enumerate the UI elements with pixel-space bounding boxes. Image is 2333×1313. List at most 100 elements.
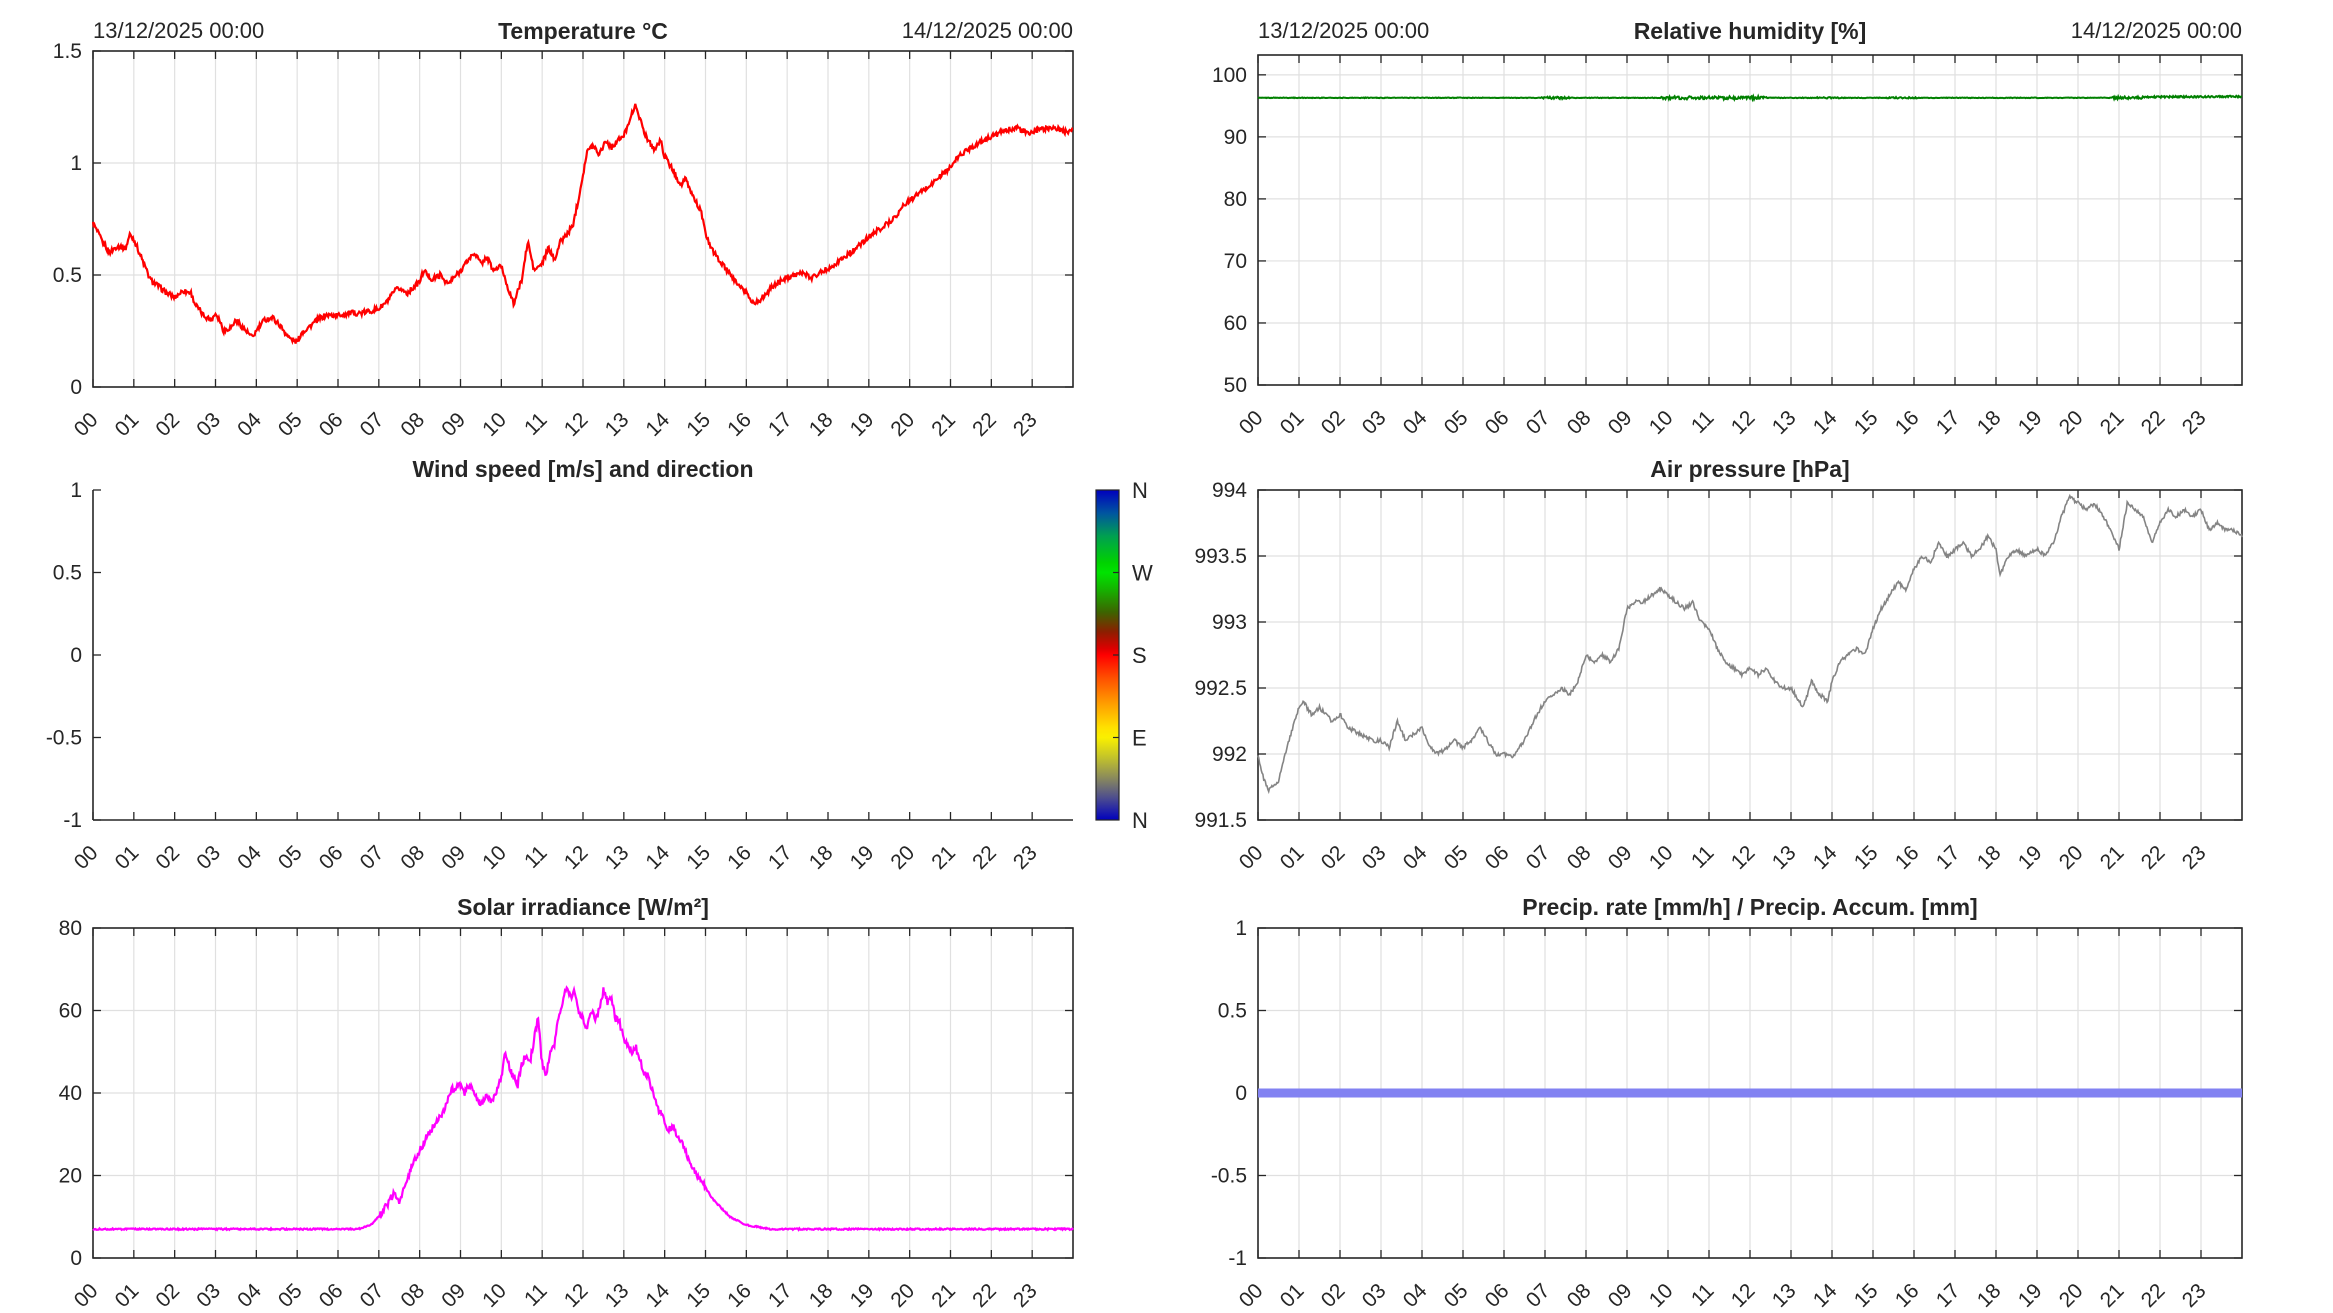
colorbar-direction-label: S xyxy=(1132,643,1147,668)
x-tick-label: 12 xyxy=(1727,406,1760,439)
x-tick-label: 01 xyxy=(111,1279,144,1312)
x-tick-label: 19 xyxy=(846,408,879,441)
x-tick-label: 14 xyxy=(1809,406,1842,439)
x-tick-label: 08 xyxy=(1563,1279,1596,1312)
y-tick-label: 90 xyxy=(1224,126,1247,149)
y-tick-label: 80 xyxy=(1224,188,1247,211)
x-tick-label: 08 xyxy=(396,408,429,441)
x-tick-label: 06 xyxy=(1481,841,1514,874)
x-tick-label: 17 xyxy=(764,1279,797,1312)
x-tick-label: 10 xyxy=(478,841,511,874)
x-tick-label: 04 xyxy=(1399,1279,1432,1312)
humidity-title: Relative humidity [%] xyxy=(1633,18,1867,44)
x-tick-label: 08 xyxy=(1563,406,1596,439)
x-tick-label: 00 xyxy=(1235,841,1268,874)
x-tick-label: 15 xyxy=(1850,406,1883,439)
x-tick-label: 04 xyxy=(1399,841,1432,874)
x-tick-label: 00 xyxy=(70,841,103,874)
humidity-start-date: 13/12/2025 00:00 xyxy=(1258,18,1430,43)
x-tick-label: 20 xyxy=(2055,841,2088,874)
temperature-start-date: 13/12/2025 00:00 xyxy=(93,18,265,43)
x-tick-label: 14 xyxy=(641,841,674,874)
x-tick-label: 18 xyxy=(1973,406,2006,439)
x-tick-label: 19 xyxy=(846,1279,879,1312)
colorbar-direction-label: N xyxy=(1132,478,1148,503)
wind-chart: 10.50-0.5-100 01 02 03 04 05 06 07 08 09 10 11 12 13 1… xyxy=(46,478,1153,874)
y-tick-label: 70 xyxy=(1224,250,1247,273)
colorbar-direction-label: N xyxy=(1132,808,1148,833)
x-tick-label: 10 xyxy=(1645,841,1678,874)
x-tick-label: 01 xyxy=(1276,406,1309,439)
x-tick-label: 03 xyxy=(192,408,225,441)
x-tick-label: 12 xyxy=(1727,841,1760,874)
x-tick-label: 03 xyxy=(192,841,225,874)
x-tick-label: 12 xyxy=(560,408,593,441)
x-tick-label: 16 xyxy=(1891,1279,1924,1312)
x-tick-label: 14 xyxy=(1809,1279,1842,1312)
y-tick-label: 994 xyxy=(1212,479,1247,502)
x-tick-label: 22 xyxy=(968,841,1001,874)
x-tick-label: 11 xyxy=(520,408,552,440)
y-tick-label: -1 xyxy=(63,809,82,832)
colorbar-direction-label: E xyxy=(1132,726,1147,751)
y-tick-label: 60 xyxy=(59,1000,82,1023)
x-tick-label: 09 xyxy=(1604,406,1637,439)
x-tick-label: 22 xyxy=(968,408,1001,441)
y-tick-label: 80 xyxy=(59,917,82,940)
y-tick-label: 1 xyxy=(70,479,82,502)
x-tick-label: 09 xyxy=(437,841,470,874)
y-tick-label: 0 xyxy=(70,644,82,667)
x-tick-label: 23 xyxy=(1009,1279,1042,1312)
temperature-series xyxy=(92,103,1074,346)
x-tick-label: 09 xyxy=(437,408,470,441)
x-tick-label: 21 xyxy=(2096,406,2129,439)
solar-irradiance-series xyxy=(92,985,1074,1232)
x-tick-label: 18 xyxy=(805,1279,838,1312)
y-tick-label: 0 xyxy=(70,1247,82,1270)
x-tick-label: 05 xyxy=(274,841,307,874)
x-tick-label: 02 xyxy=(1317,841,1350,874)
x-tick-label: 12 xyxy=(1727,1279,1760,1312)
wind-title: Wind speed [m/s] and direction xyxy=(412,456,754,482)
x-tick-label: 06 xyxy=(1481,406,1514,439)
x-tick-label: 13 xyxy=(1768,406,1801,439)
x-tick-label: 00 xyxy=(70,1279,103,1312)
x-tick-label: 07 xyxy=(356,408,389,441)
y-tick-label: 20 xyxy=(59,1165,82,1188)
x-tick-label: 13 xyxy=(601,841,634,874)
x-tick-label: 05 xyxy=(1440,841,1473,874)
x-tick-label: 06 xyxy=(315,841,348,874)
x-tick-label: 22 xyxy=(2137,841,2170,874)
x-tick-label: 08 xyxy=(396,841,429,874)
x-tick-label: 02 xyxy=(1317,1279,1350,1312)
x-tick-label: 06 xyxy=(1481,1279,1514,1312)
y-tick-label: -0.5 xyxy=(46,727,82,750)
y-tick-label: 992 xyxy=(1212,743,1247,766)
y-tick-label: 50 xyxy=(1224,374,1247,397)
x-tick-label: 07 xyxy=(356,1279,389,1312)
x-tick-label: 18 xyxy=(1973,1279,2006,1312)
x-tick-label: 09 xyxy=(1604,1279,1637,1312)
x-tick-label: 02 xyxy=(1317,406,1350,439)
x-tick-label: 15 xyxy=(1850,841,1883,874)
x-tick-label: 10 xyxy=(478,1279,511,1312)
x-tick-label: 12 xyxy=(560,841,593,874)
y-tick-label: 991.5 xyxy=(1194,809,1247,832)
x-tick-label: 16 xyxy=(1891,406,1924,439)
x-tick-label: 18 xyxy=(805,841,838,874)
solar-title: Solar irradiance [W/m²] xyxy=(457,894,709,920)
precip-title: Precip. rate [mm/h] / Precip. Accum. [mm… xyxy=(1522,894,1978,920)
x-tick-label: 15 xyxy=(682,1279,715,1312)
x-tick-label: 13 xyxy=(601,1279,634,1312)
x-tick-label: 11 xyxy=(520,841,552,873)
y-tick-label: 992.5 xyxy=(1194,677,1247,700)
y-tick-label: 100 xyxy=(1212,64,1247,87)
x-tick-label: 02 xyxy=(151,841,184,874)
x-tick-label: 04 xyxy=(233,1279,266,1312)
x-tick-label: 07 xyxy=(356,841,389,874)
x-tick-label: 23 xyxy=(1009,408,1042,441)
x-tick-label: 19 xyxy=(2014,406,2047,439)
x-tick-label: 04 xyxy=(233,841,266,874)
